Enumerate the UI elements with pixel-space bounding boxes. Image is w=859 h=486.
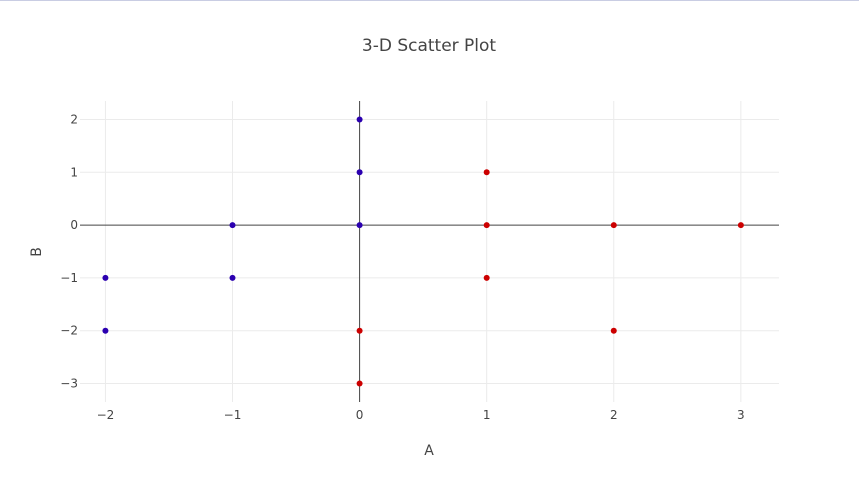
- x-axis-title: A: [424, 443, 434, 459]
- y-tick-label: 0: [70, 218, 78, 232]
- scatter-point: [483, 274, 490, 281]
- x-tick-label: −2: [97, 408, 115, 422]
- scatter-point: [356, 116, 363, 123]
- scatter-point: [356, 380, 363, 387]
- scatter-point: [610, 327, 617, 334]
- top-border: [0, 0, 859, 1]
- scatter-point: [356, 327, 363, 334]
- x-tick-label: −1: [224, 408, 242, 422]
- zero-lines: [80, 101, 779, 402]
- x-tick-label: 1: [483, 408, 491, 422]
- y-tick-label: 2: [70, 112, 78, 126]
- scatter-point: [102, 274, 109, 281]
- chart-title: 3-D Scatter Plot: [362, 36, 497, 56]
- scatter-point: [356, 169, 363, 176]
- scatter-point: [483, 222, 490, 229]
- scatter-point: [483, 169, 490, 176]
- y-tick-label: −1: [60, 271, 78, 285]
- y-axis-title: B: [29, 247, 45, 257]
- y-tick-label: −3: [60, 377, 78, 391]
- x-tick-label: 3: [737, 408, 745, 422]
- data-points: [102, 116, 744, 387]
- scatter-point: [610, 222, 617, 229]
- y-tick-label: −2: [60, 324, 78, 338]
- gridlines: [80, 101, 779, 402]
- tick-labels: −2 −1 0 1 2 3 −3 −2 −1 0 1 2: [60, 112, 744, 422]
- scatter-point: [229, 274, 236, 281]
- x-tick-label: 0: [356, 408, 364, 422]
- scatter-point: [737, 222, 744, 229]
- scatter-point: [229, 222, 236, 229]
- scatter-point: [356, 222, 363, 229]
- x-tick-label: 2: [610, 408, 618, 422]
- y-tick-label: 1: [70, 165, 78, 179]
- scatter-point: [102, 327, 109, 334]
